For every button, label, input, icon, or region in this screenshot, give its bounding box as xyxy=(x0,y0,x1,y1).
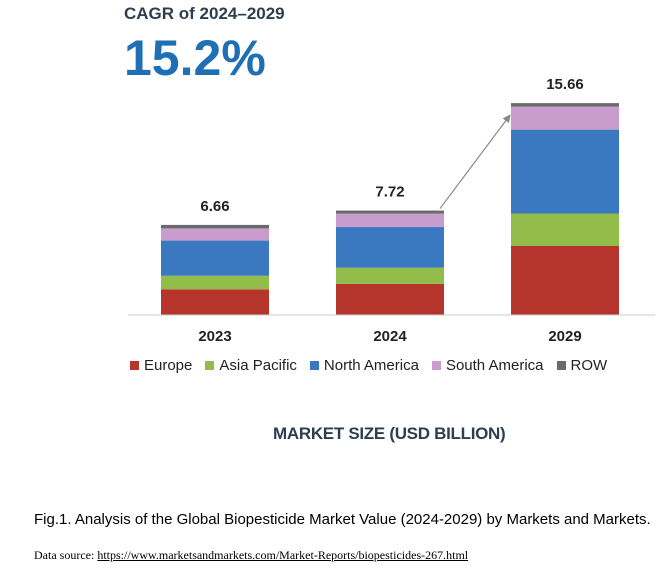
legend-label: Asia Pacific xyxy=(219,357,297,374)
total-label-2024: 7.72 xyxy=(375,184,404,201)
legend-swatch xyxy=(556,361,566,370)
bar-segment-asia-pacific-2023 xyxy=(161,275,269,290)
bar-segment-europe-2029 xyxy=(511,246,619,315)
total-label-2023: 6.66 xyxy=(200,198,229,215)
x-tick-label-2024: 2024 xyxy=(373,328,407,345)
legend-swatch xyxy=(309,361,319,370)
legend-item-row: ROW xyxy=(556,357,608,374)
source-prefix: Data source: xyxy=(34,548,98,562)
bar-segment-europe-2023 xyxy=(161,289,269,315)
bar-segment-asia-pacific-2029 xyxy=(511,213,619,246)
data-source: Data source: https://www.marketsandmarke… xyxy=(34,548,468,563)
axis-title: MARKET SIZE (USD BILLION) xyxy=(273,424,506,443)
bar-segment-row-2029 xyxy=(511,103,619,107)
total-label-2029: 15.66 xyxy=(546,76,584,93)
source-link[interactable]: https://www.marketsandmarkets.com/Market… xyxy=(97,548,469,562)
bar-segment-south-america-2029 xyxy=(511,106,619,130)
bar-segment-row-2023 xyxy=(161,224,269,229)
growth-arrow xyxy=(439,114,511,209)
chart-legend: Europe Asia Pacific North America South Ame… xyxy=(130,357,607,374)
legend-swatch xyxy=(205,361,215,370)
figure-caption: Fig.1. Analysis of the Global Biopestici… xyxy=(34,511,651,528)
bar-segment-north-america-2023 xyxy=(161,240,269,276)
bar-segment-south-america-2024 xyxy=(336,213,444,228)
bar-segment-south-america-2023 xyxy=(161,228,269,241)
cagr-value: 15.2% xyxy=(124,30,266,86)
legend-item-asia-pacific: Asia Pacific xyxy=(205,357,297,374)
legend-label: ROW xyxy=(570,357,608,374)
cagr-label: CAGR of 2024–2029 xyxy=(124,4,285,23)
x-tick-label-2023: 2023 xyxy=(198,328,231,345)
legend-item-europe: Europe xyxy=(130,357,192,374)
legend-label: North America xyxy=(323,357,419,374)
bar-segment-north-america-2024 xyxy=(336,227,444,268)
legend-item-north-america: North America xyxy=(309,357,419,374)
legend-swatch xyxy=(431,361,441,370)
bar-segment-north-america-2029 xyxy=(511,129,619,214)
bar-segment-asia-pacific-2024 xyxy=(336,267,444,284)
x-tick-label-2029: 2029 xyxy=(548,328,581,345)
labels-layer: 6.66 2023 7.72 2024 15.66 2029 xyxy=(198,76,583,345)
bars-layer xyxy=(161,103,619,315)
market-size-chart: 6.66 2023 7.72 2024 15.66 2029 xyxy=(128,76,655,345)
legend-label: Europe xyxy=(144,357,193,374)
legend-swatch xyxy=(130,361,139,370)
legend-label: South America xyxy=(445,357,544,374)
bar-segment-europe-2024 xyxy=(336,283,444,315)
bar-segment-row-2024 xyxy=(336,210,444,214)
legend-item-south-america: South America xyxy=(431,357,544,374)
